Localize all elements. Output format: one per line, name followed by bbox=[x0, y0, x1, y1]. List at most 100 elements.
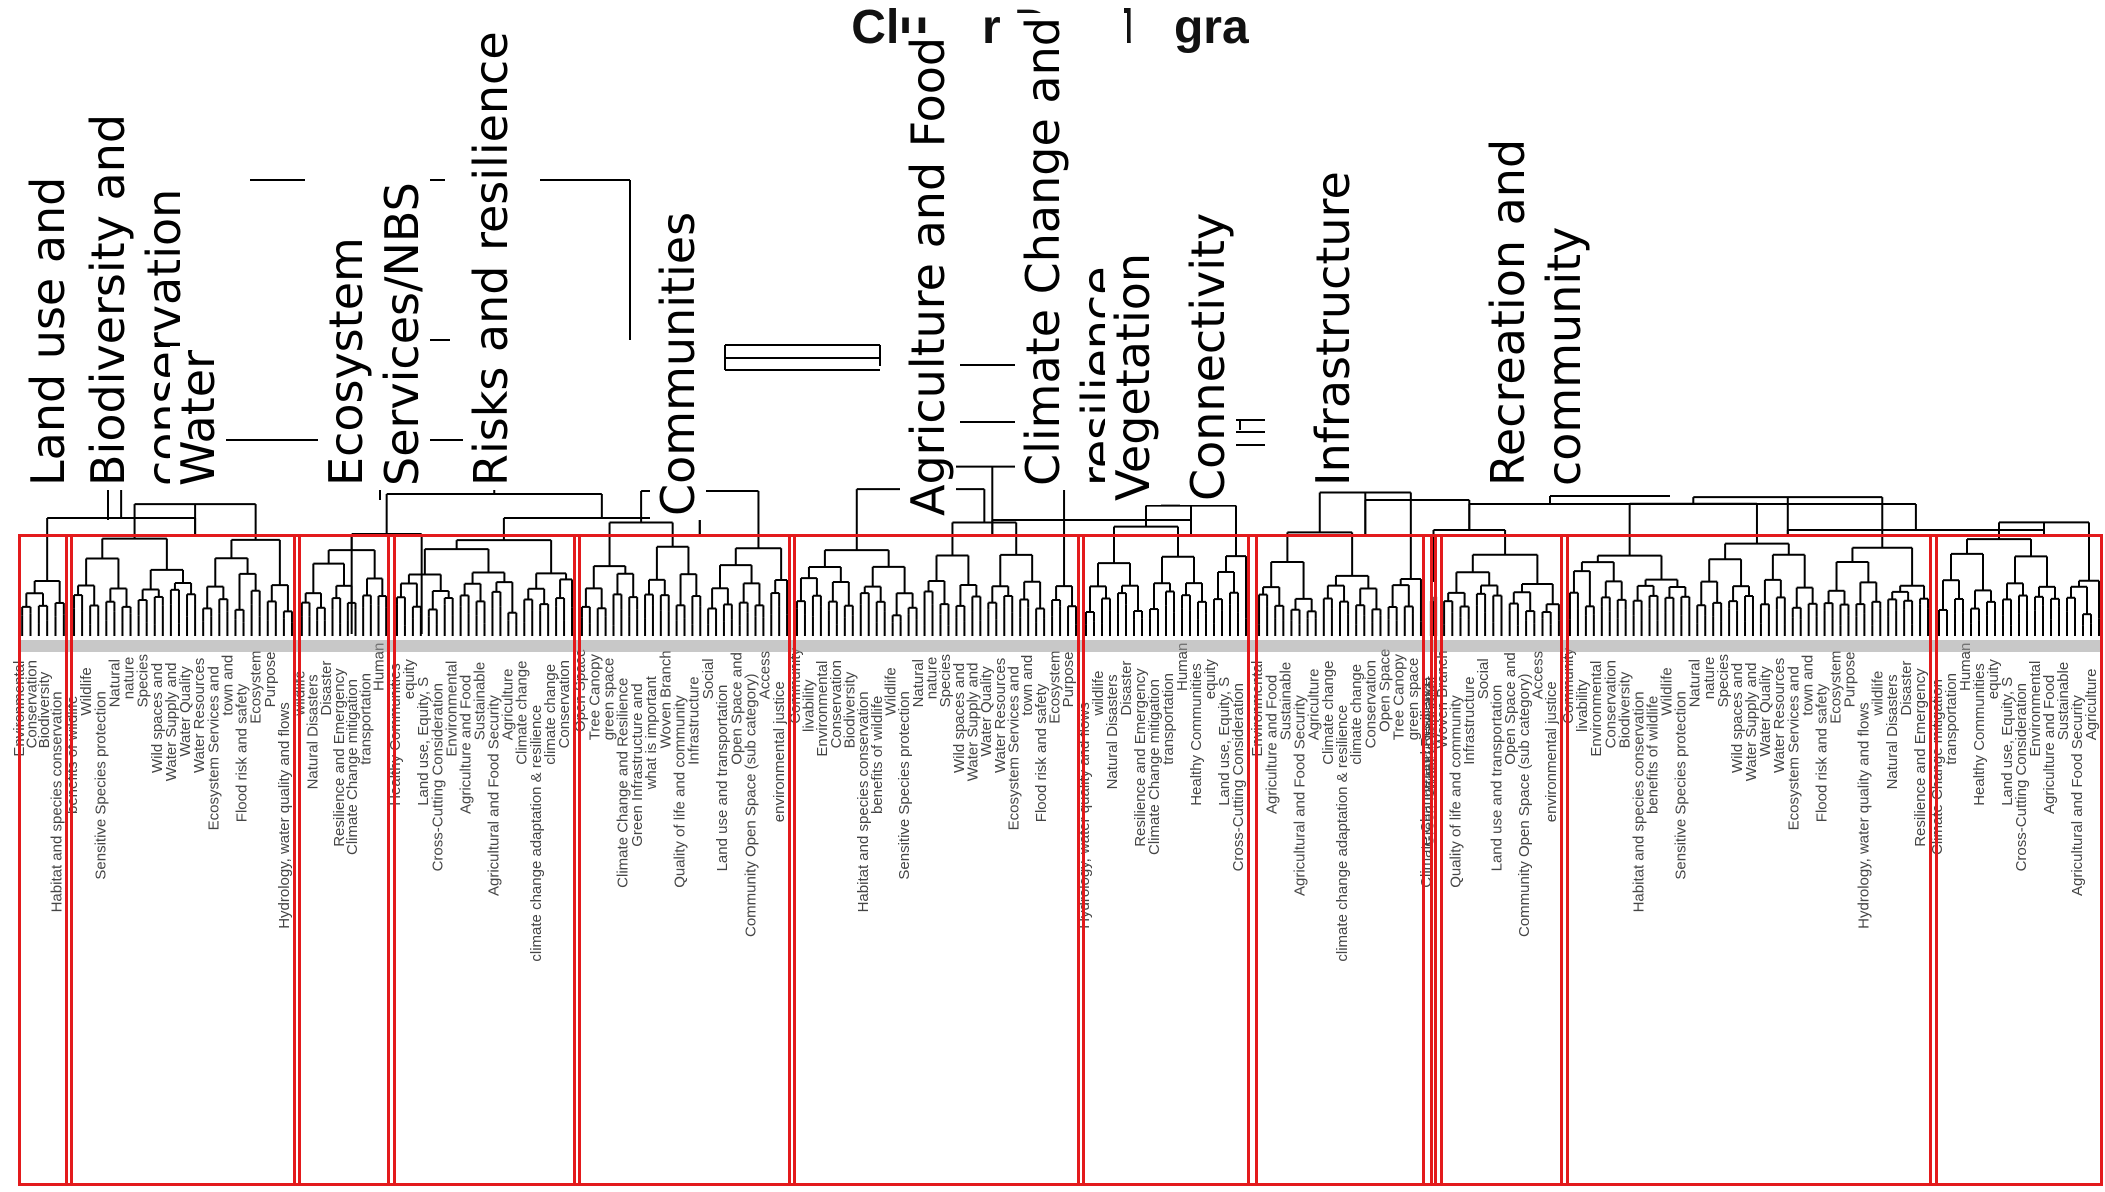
leaf-label: Land use, Equity, S bbox=[1999, 677, 2016, 806]
leaf-label: Resilience and Emergency bbox=[331, 668, 348, 847]
leaf-label: wildlife bbox=[1870, 671, 1887, 717]
leaf-label: Natural bbox=[1687, 659, 1704, 707]
leaf-label: Purpose bbox=[1060, 652, 1077, 708]
leaf-label: Climate Change and Resilience bbox=[615, 678, 632, 888]
leaf-label: Water Resources bbox=[992, 658, 1009, 773]
leaf-label: Water Quality bbox=[177, 666, 194, 757]
leaf-label: Wild spaces and bbox=[149, 663, 166, 773]
leaf-label: Agriculture bbox=[500, 668, 517, 740]
leaf-label: Land use, Equity, S bbox=[1216, 677, 1233, 806]
leaf-label: equity bbox=[1202, 659, 1219, 700]
leaf-label: Climate Change mitigation bbox=[1146, 679, 1163, 855]
leaf-label: Sustainable bbox=[1277, 662, 1294, 740]
leaf-label: Conservation bbox=[1362, 660, 1379, 748]
leaf-label: climate change bbox=[542, 664, 559, 765]
leaf-label: Wild spaces and bbox=[1729, 663, 1746, 773]
leaf-label: Natural Disasters bbox=[1104, 674, 1121, 789]
cluster-label: Recreation and community bbox=[1480, 134, 1592, 490]
leaf-label: Quality of life and community bbox=[672, 695, 689, 888]
leaf-label: Agriculture and Food bbox=[2041, 675, 2058, 814]
leaf-label: town and bbox=[1799, 655, 1816, 716]
leaf-label-band bbox=[18, 640, 2103, 652]
leaf-label: Cross-Cutting Consideration bbox=[2013, 683, 2030, 871]
leaf-label: Biodiversity bbox=[1616, 671, 1633, 748]
leaf-label: Tree Canopy bbox=[586, 654, 603, 741]
cluster-label: Water bbox=[170, 346, 226, 490]
leaf-label: Ecosystem bbox=[248, 650, 265, 723]
leaf-label: Habitat and species conservation bbox=[855, 691, 872, 912]
leaf-label: Woven Branch bbox=[657, 650, 674, 748]
leaf-label: Species bbox=[135, 654, 152, 707]
leaf-label: Disaster bbox=[1118, 661, 1135, 716]
leaf-label: Agriculture and Food bbox=[1263, 675, 1280, 814]
leaf-label: Water Resources bbox=[1771, 658, 1788, 773]
leaf-label: Community Open Space (sub category) bbox=[1516, 674, 1533, 937]
leaf-label: Wildlife bbox=[883, 667, 900, 715]
leaf-label: wildlife bbox=[1090, 671, 1107, 717]
leaf-label: Species bbox=[1715, 654, 1732, 707]
leaf-label: climate change adaptation & resilience bbox=[1334, 705, 1351, 962]
leaf-label: transportation bbox=[1160, 673, 1177, 765]
leaf-label: Wildlife bbox=[1659, 667, 1676, 715]
leaf-label: Cross-Cutting Consideration bbox=[1230, 683, 1247, 871]
leaf-label: Wildlife bbox=[78, 667, 95, 715]
leaf-label: livability bbox=[801, 679, 818, 732]
leaf-label: Purpose bbox=[262, 652, 279, 708]
cluster-label: Ecosystem Services/NBS bbox=[318, 178, 430, 490]
leaf-label: Environmental bbox=[2027, 661, 2044, 757]
leaf-label: Human bbox=[1957, 643, 1974, 691]
leaf-label: Cross-Cutting Consideration bbox=[429, 683, 446, 871]
leaf-label: Biodiversity bbox=[842, 671, 859, 748]
leaf-label: Land use and transportation bbox=[1489, 685, 1506, 872]
leaf-label: nature bbox=[924, 657, 941, 700]
leaf-label: transportation bbox=[1943, 673, 1960, 765]
leaf-label: Open Space and bbox=[1502, 652, 1519, 765]
leaf-label: Green Infrastructure and bbox=[629, 683, 646, 846]
cluster-label: Infrastructure bbox=[1305, 167, 1361, 490]
leaf-label: environmental justice bbox=[1543, 681, 1560, 822]
leaf-label: Tree Canopy bbox=[1391, 654, 1408, 741]
leaf-label: Ecosystem bbox=[1047, 650, 1064, 723]
leaf-label: Climate Change mitigation bbox=[344, 679, 361, 855]
leaf-label: Natural bbox=[910, 659, 927, 707]
leaf-label: livability bbox=[1574, 679, 1591, 732]
cluster-label: Communities bbox=[650, 207, 706, 520]
leaf-label: Environmental bbox=[443, 661, 460, 757]
leaf-label: Agricultural and Food Security bbox=[1292, 695, 1309, 896]
leaf-label: Community Open Space (sub category) bbox=[743, 674, 760, 937]
cluster-box-frame bbox=[18, 534, 2103, 1186]
leaf-label: Agricultural and Food Security bbox=[2069, 695, 2086, 896]
leaf-label: Resilience and Emergency bbox=[1132, 668, 1149, 847]
leaf-label: Water Supply and bbox=[965, 663, 982, 782]
leaf-label: green space bbox=[1405, 658, 1422, 741]
leaf-label: Disaster bbox=[318, 661, 335, 716]
leaf-label: Purpose bbox=[1842, 652, 1859, 708]
leaf-label: Open Space bbox=[1377, 649, 1394, 732]
cluster-label: Agriculture and Food bbox=[900, 32, 956, 520]
leaf-label: Ecosystem bbox=[1828, 650, 1845, 723]
leaf-label: Species bbox=[937, 654, 954, 707]
leaf-label: Agriculture and Food bbox=[457, 675, 474, 814]
leaf-label: Resilience and Emergency bbox=[1912, 668, 1929, 847]
leaf-label: Natural bbox=[106, 659, 123, 707]
leaf-label: benefits of wildlife bbox=[869, 696, 886, 814]
leaf-label: Biodiversity bbox=[36, 671, 53, 748]
leaf-label: Water Quality bbox=[978, 666, 995, 757]
cluster-label: Connectivity bbox=[1180, 208, 1236, 505]
leaf-label: green space bbox=[601, 658, 618, 741]
leaf-label: Water Resources bbox=[191, 658, 208, 773]
leaf-label: Flood risk and safety bbox=[1033, 683, 1050, 822]
leaf-label: Access bbox=[757, 651, 774, 699]
leaf-label: Agriculture bbox=[1306, 668, 1323, 740]
leaf-label: Sensitive Species protection bbox=[92, 691, 109, 879]
leaf-label: environmental justice bbox=[771, 681, 788, 822]
leaf-label: Ecosystem Services and bbox=[205, 666, 222, 830]
leaf-label: climate change adaptation & resilience bbox=[528, 705, 545, 962]
leaf-label: Wild spaces and bbox=[951, 663, 968, 773]
leaf-label: Climate change bbox=[514, 661, 531, 765]
leaf-label: Natural Disasters bbox=[305, 674, 322, 789]
leaf-label: Conservation bbox=[556, 660, 573, 748]
leaf-label: Flood risk and safety bbox=[1813, 683, 1830, 822]
leaf-label: Natural Disasters bbox=[1884, 674, 1901, 789]
